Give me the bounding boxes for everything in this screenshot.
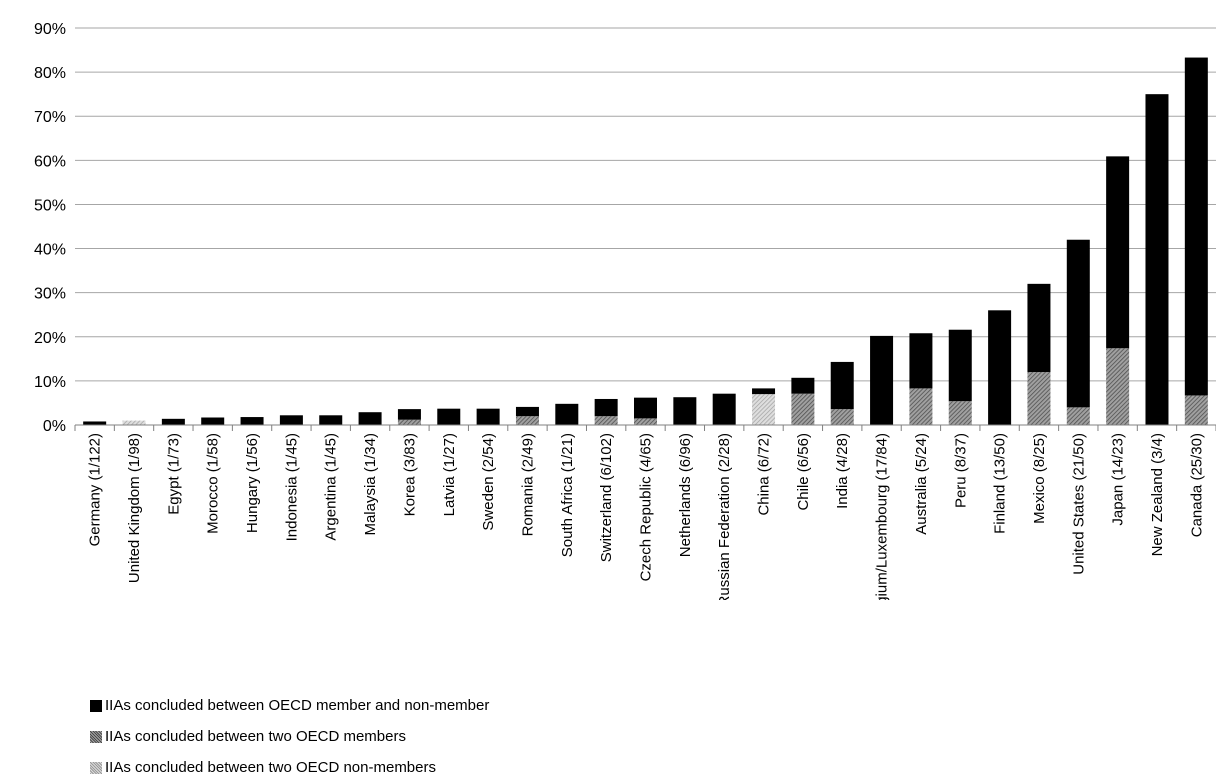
solid-black-swatch-icon	[90, 699, 102, 712]
legend-label: IIAs concluded between OECD member and n…	[105, 697, 490, 714]
x-category-label: Morocco (1/58)	[205, 433, 222, 534]
bar-two-members-segment	[1066, 407, 1090, 425]
x-category-label: Canada (25/30)	[1188, 433, 1205, 537]
x-category-label: Netherlands (6/96)	[677, 433, 694, 557]
bar-two-members-segment	[397, 419, 421, 425]
x-category-label: India (4/28)	[834, 433, 851, 509]
x-category-label: Egypt (1/73)	[165, 433, 182, 515]
legend-item-two-non-members: IIAs concluded between two OECD non-memb…	[90, 752, 990, 783]
x-category-label: Czech Republic (4/65)	[638, 433, 655, 581]
bar-member-nonmember-segment	[712, 393, 736, 425]
bar-two-members-segment	[594, 416, 618, 425]
legend-item-two-members: IIAs concluded between two OECD members	[90, 721, 990, 752]
bar-member-nonmember-segment	[1184, 57, 1208, 396]
bar-member-nonmember-segment	[437, 408, 461, 425]
bar-member-nonmember-segment	[634, 397, 657, 419]
x-category-label: Australia (5/24)	[913, 433, 930, 535]
bar-member-nonmember-segment	[909, 333, 933, 389]
bar-member-nonmember-segment	[83, 421, 107, 425]
y-tick-label: 60%	[34, 153, 66, 170]
bar-two-members-segment	[948, 401, 972, 425]
bar-two-members-segment	[1106, 348, 1130, 425]
x-category-label: Argentina (1/45)	[323, 433, 340, 541]
legend-label: IIAs concluded between two OECD non-memb…	[105, 759, 436, 776]
bar-member-nonmember-segment	[1145, 94, 1169, 426]
bar-member-nonmember-segment	[476, 408, 500, 425]
y-tick-label: 20%	[34, 330, 66, 347]
bar-member-nonmember-segment	[673, 397, 697, 425]
x-category-label: Mexico (8/25)	[1031, 433, 1048, 524]
x-category-label: Indonesia (1/45)	[283, 433, 300, 541]
bar-member-nonmember-segment	[752, 388, 776, 395]
bar-member-nonmember-segment	[240, 417, 264, 425]
bar-two-members-segment	[909, 388, 933, 425]
legend-label: IIAs concluded between two OECD members	[105, 728, 406, 745]
x-category-label: Switzerland (6/102)	[598, 433, 615, 562]
bar-two-members-segment	[830, 409, 854, 425]
bar-member-nonmember-segment	[1066, 239, 1090, 408]
bar-member-nonmember-segment	[358, 412, 382, 425]
bar-member-nonmember-segment	[988, 310, 1012, 425]
dark-hatched-swatch-icon	[90, 730, 102, 743]
x-category-label: Chile (6/56)	[795, 433, 812, 511]
bar-member-nonmember-segment	[594, 398, 618, 417]
x-category-label: United Kingdom (1/98)	[126, 433, 143, 583]
bar-member-nonmember-segment	[279, 415, 303, 425]
x-category-label: United States (21/50)	[1070, 433, 1087, 575]
x-category-label: Finland (13/50)	[992, 433, 1009, 534]
bar-member-nonmember-segment	[397, 409, 421, 420]
x-category-label: Hungary (1/56)	[244, 433, 261, 533]
y-tick-label: 10%	[34, 374, 66, 391]
y-tick-label: 90%	[34, 21, 66, 38]
y-tick-label: 50%	[34, 197, 66, 214]
bar-member-nonmember-segment	[1106, 156, 1130, 349]
legend: IIAs concluded between OECD member and n…	[90, 690, 990, 783]
x-category-label: China (6/72)	[756, 433, 773, 516]
y-tick-label: 70%	[34, 109, 66, 126]
x-category-label: Russian Federation (2/28)	[716, 433, 733, 600]
bar-member-nonmember-segment	[555, 403, 579, 425]
x-category-label: Malaysia (1/34)	[362, 433, 379, 536]
bar-two-members-segment	[634, 418, 657, 425]
bar-two-members-segment	[791, 393, 815, 425]
gridlines	[75, 27, 1216, 382]
bar-two-members-segment	[515, 416, 539, 425]
y-tick-label: 40%	[34, 242, 66, 259]
y-tick-label: 80%	[34, 65, 66, 82]
bars	[83, 57, 1208, 426]
x-category-label: Korea (3/83)	[401, 433, 418, 516]
bar-member-nonmember-segment	[515, 406, 539, 417]
x-category-label: New Zealand (3/4)	[1149, 433, 1166, 556]
x-category-label: Peru (8/37)	[952, 433, 969, 508]
bar-member-nonmember-segment	[201, 417, 225, 425]
y-tick-label: 0%	[43, 418, 66, 435]
x-category-label: Latvia (1/27)	[441, 433, 458, 516]
x-axis	[74, 424, 1216, 431]
bar-two-members-segment	[1027, 372, 1051, 425]
x-category-label: Belgium/Luxembourg (17/84)	[874, 433, 891, 600]
bar-member-nonmember-segment	[319, 415, 343, 425]
x-category-label: Germany (1/122)	[87, 433, 104, 546]
x-category-label: Japan (14/23)	[1110, 433, 1127, 526]
legend-item-member-nonmember: IIAs concluded between OECD member and n…	[90, 690, 990, 721]
bar-member-nonmember-segment	[870, 335, 894, 425]
bar-member-nonmember-segment	[830, 361, 854, 410]
light-hatched-swatch-icon	[90, 761, 102, 774]
x-category-label: Sweden (2/54)	[480, 433, 497, 531]
bar-member-nonmember-segment	[161, 418, 185, 425]
y-tick-label: 30%	[34, 286, 66, 303]
x-category-label: Romania (2/49)	[519, 433, 536, 536]
bar-two-members-segment	[1184, 395, 1208, 425]
bar-member-nonmember-segment	[948, 329, 972, 402]
bar-member-nonmember-segment	[1027, 283, 1051, 373]
x-category-label: South Africa (1/21)	[559, 433, 576, 557]
stacked-bar-chart: 0% 10% 20% 30% 40% 50% 60% 70% 80% 90% Germany (1…	[34, 21, 1216, 600]
bar-non-members-segment	[752, 394, 776, 425]
y-axis-ticks: 0% 10% 20% 30% 40% 50% 60% 70% 80% 90%	[34, 21, 66, 435]
x-axis-labels: Germany (1/122) United Kingdom (1/98) Egyp…	[87, 433, 1206, 600]
bar-non-members-segment	[122, 420, 146, 425]
bar-member-nonmember-segment	[791, 377, 815, 394]
chart-canvas: 0% 10% 20% 30% 40% 50% 60% 70% 80% 90% Germany (1…	[34, 21, 1216, 600]
